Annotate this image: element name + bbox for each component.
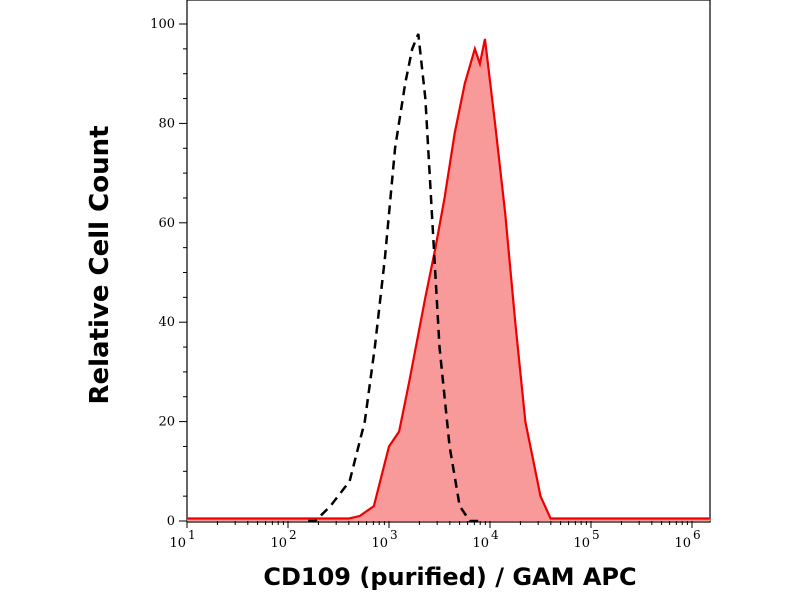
plot-frame <box>186 0 711 523</box>
y-tick-label: 0 <box>167 514 175 529</box>
x-tick-label-base: 10 <box>371 536 388 551</box>
x-tick-label-exp: 6 <box>693 528 701 542</box>
y-tick-label: 40 <box>158 315 175 330</box>
x-tick-label-exp: 4 <box>491 528 499 542</box>
y-tick-label: 60 <box>158 216 175 231</box>
y-axis-label: Relative Cell Count <box>85 125 115 405</box>
y-tick-label: 100 <box>150 17 175 32</box>
series-line-CD109-stained <box>187 38 711 520</box>
x-tick-label-base: 10 <box>674 536 691 551</box>
y-tick-label: 80 <box>158 116 175 131</box>
x-tick-label-exp: 1 <box>188 528 196 542</box>
x-tick-label-base: 10 <box>169 536 186 551</box>
x-axis-label: CD109 (purified) / GAM APC <box>263 563 637 591</box>
x-tick-label-exp: 3 <box>390 528 398 542</box>
x-tick-label-exp: 5 <box>592 528 600 542</box>
series-fill-CD109-stained <box>187 38 711 521</box>
x-tick-label-exp: 2 <box>289 528 297 542</box>
x-tick-label-base: 10 <box>472 536 489 551</box>
series-line-isotype-control <box>308 33 480 523</box>
y-tick-label: 20 <box>158 415 175 430</box>
x-tick-label-base: 10 <box>270 536 287 551</box>
x-tick-label-base: 10 <box>573 536 590 551</box>
